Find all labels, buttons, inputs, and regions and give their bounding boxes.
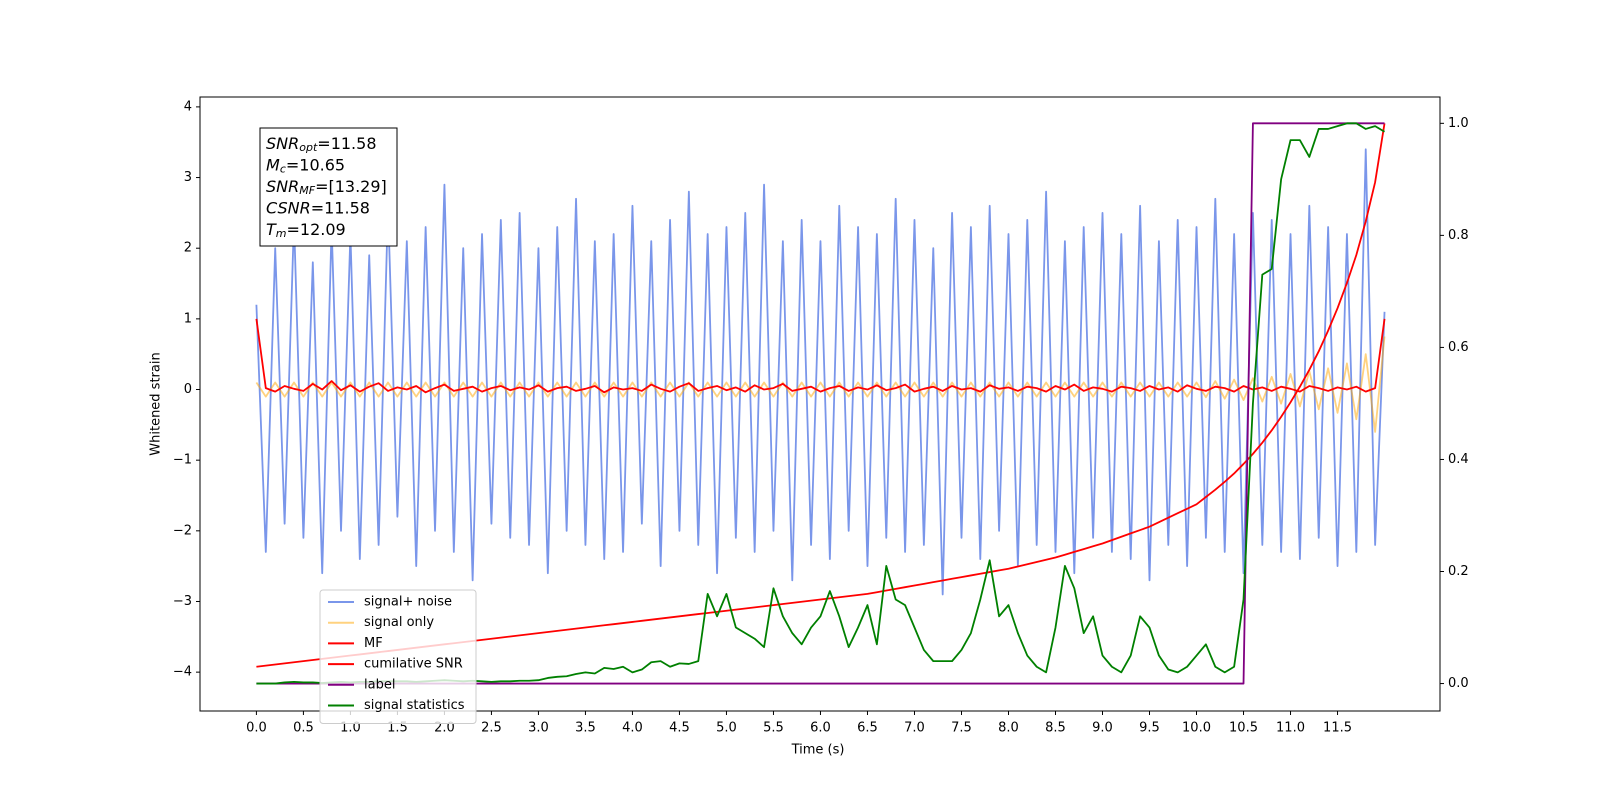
y2-tick-label: 0.0 (1448, 676, 1469, 691)
legend-label: MF (364, 636, 383, 651)
annotation-symbol: CSNR (266, 198, 311, 217)
x-tick-label: 0.5 (293, 721, 314, 736)
x-axis-label: Time (s) (791, 743, 845, 758)
y2-tick-label: 0.2 (1448, 564, 1469, 579)
y-tick-label: 1 (184, 311, 192, 326)
annotation-symbol: SNR (266, 177, 299, 196)
annotation-value: =11.58 (311, 198, 370, 217)
annotation-box (259, 127, 398, 247)
x-tick-label: 3.5 (575, 721, 596, 736)
y2-tick-label: 0.4 (1448, 452, 1469, 467)
x-tick-label: 3.0 (528, 721, 549, 736)
x-tick-label: 7.5 (951, 721, 972, 736)
legend-box (319, 589, 477, 724)
x-tick-label: 2.0 (434, 721, 455, 736)
x-tick-label: 4.0 (622, 721, 643, 736)
annotation-line: SNRopt=11.58 (266, 134, 377, 155)
legend-label: cumilative SNR (364, 657, 463, 672)
x-tick-label: 9.0 (1092, 721, 1113, 736)
x-tick-label: 5.0 (716, 721, 737, 736)
x-tick-label: 5.5 (763, 721, 784, 736)
annotation: SNRopt=11.58Mc=10.65SNRMF=[13.29]CSNR=11… (259, 127, 398, 247)
x-tick-label: 8.0 (998, 721, 1019, 736)
annotation-line: CSNR=11.58 (266, 198, 370, 217)
annotation-symbol: M (266, 155, 280, 174)
x-tick-label: 0.0 (246, 721, 267, 736)
annotation-value: =[13.29] (315, 177, 387, 196)
y2-tick-label: 0.6 (1448, 340, 1469, 355)
x-tick-label: 11.5 (1323, 721, 1352, 736)
x-tick-label: 2.5 (481, 721, 502, 736)
annotation-symbol: T (266, 220, 277, 239)
y-tick-label: 4 (184, 99, 192, 114)
annotation-subscript: m (276, 227, 287, 240)
y-tick-label: −2 (173, 523, 192, 538)
x-tick-label: 10.5 (1229, 721, 1258, 736)
ticks: 0.0 0.5 1.0 1.5 2.0 2.5 3.0 3.5 4.0 4.5 5.0 5.5 6.0 6… (173, 99, 1469, 735)
y-tick-label: −1 (173, 453, 192, 468)
x-tick-label: 1.5 (387, 721, 408, 736)
legend-label: signal statistics (364, 698, 465, 713)
x-tick-label: 9.5 (1139, 721, 1160, 736)
annotation-subscript: MF (299, 184, 315, 197)
x-tick-label: 7.0 (904, 721, 925, 736)
y-tick-label: −3 (173, 594, 192, 609)
series-line (255, 336, 1386, 433)
legend-label: label (364, 677, 395, 692)
x-tick-label: 1.0 (340, 721, 361, 736)
x-tick-label: 6.0 (810, 721, 831, 736)
x-tick-label: 10.0 (1182, 721, 1211, 736)
y-tick-label: 3 (184, 170, 192, 185)
x-tick-label: 4.5 (669, 721, 690, 736)
annotation-subscript: opt (299, 141, 318, 154)
legend-label: signal only (364, 615, 434, 630)
x-tick-label: 6.5 (857, 721, 878, 736)
annotation-value: =11.58 (317, 134, 376, 153)
annotation-value: =12.09 (287, 220, 346, 239)
annotation-line: Tm=12.09 (266, 220, 346, 241)
legend: signal+ noise signal only MF cumilative SNR… (319, 589, 477, 724)
series-line (255, 318, 1386, 394)
x-tick-label: 8.5 (1045, 721, 1066, 736)
annotation-line: Mc=10.65 (266, 155, 345, 176)
x-tick-label: 11.0 (1276, 721, 1305, 736)
y2-tick-label: 1.0 (1448, 116, 1469, 131)
y-tick-label: 0 (184, 382, 192, 397)
annotation-value: =10.65 (286, 155, 345, 174)
y2-tick-label: 0.8 (1448, 228, 1469, 243)
annotation-symbol: SNR (266, 134, 299, 153)
series-line (255, 148, 1386, 596)
annotation-line: SNRMF=[13.29] (266, 177, 387, 198)
y-axis-label: Whitened strain (149, 352, 164, 455)
legend-label: signal+ noise (364, 595, 452, 610)
annotation-subscript: c (280, 163, 286, 176)
y-tick-label: −4 (173, 665, 192, 680)
y-tick-label: 2 (184, 241, 192, 256)
